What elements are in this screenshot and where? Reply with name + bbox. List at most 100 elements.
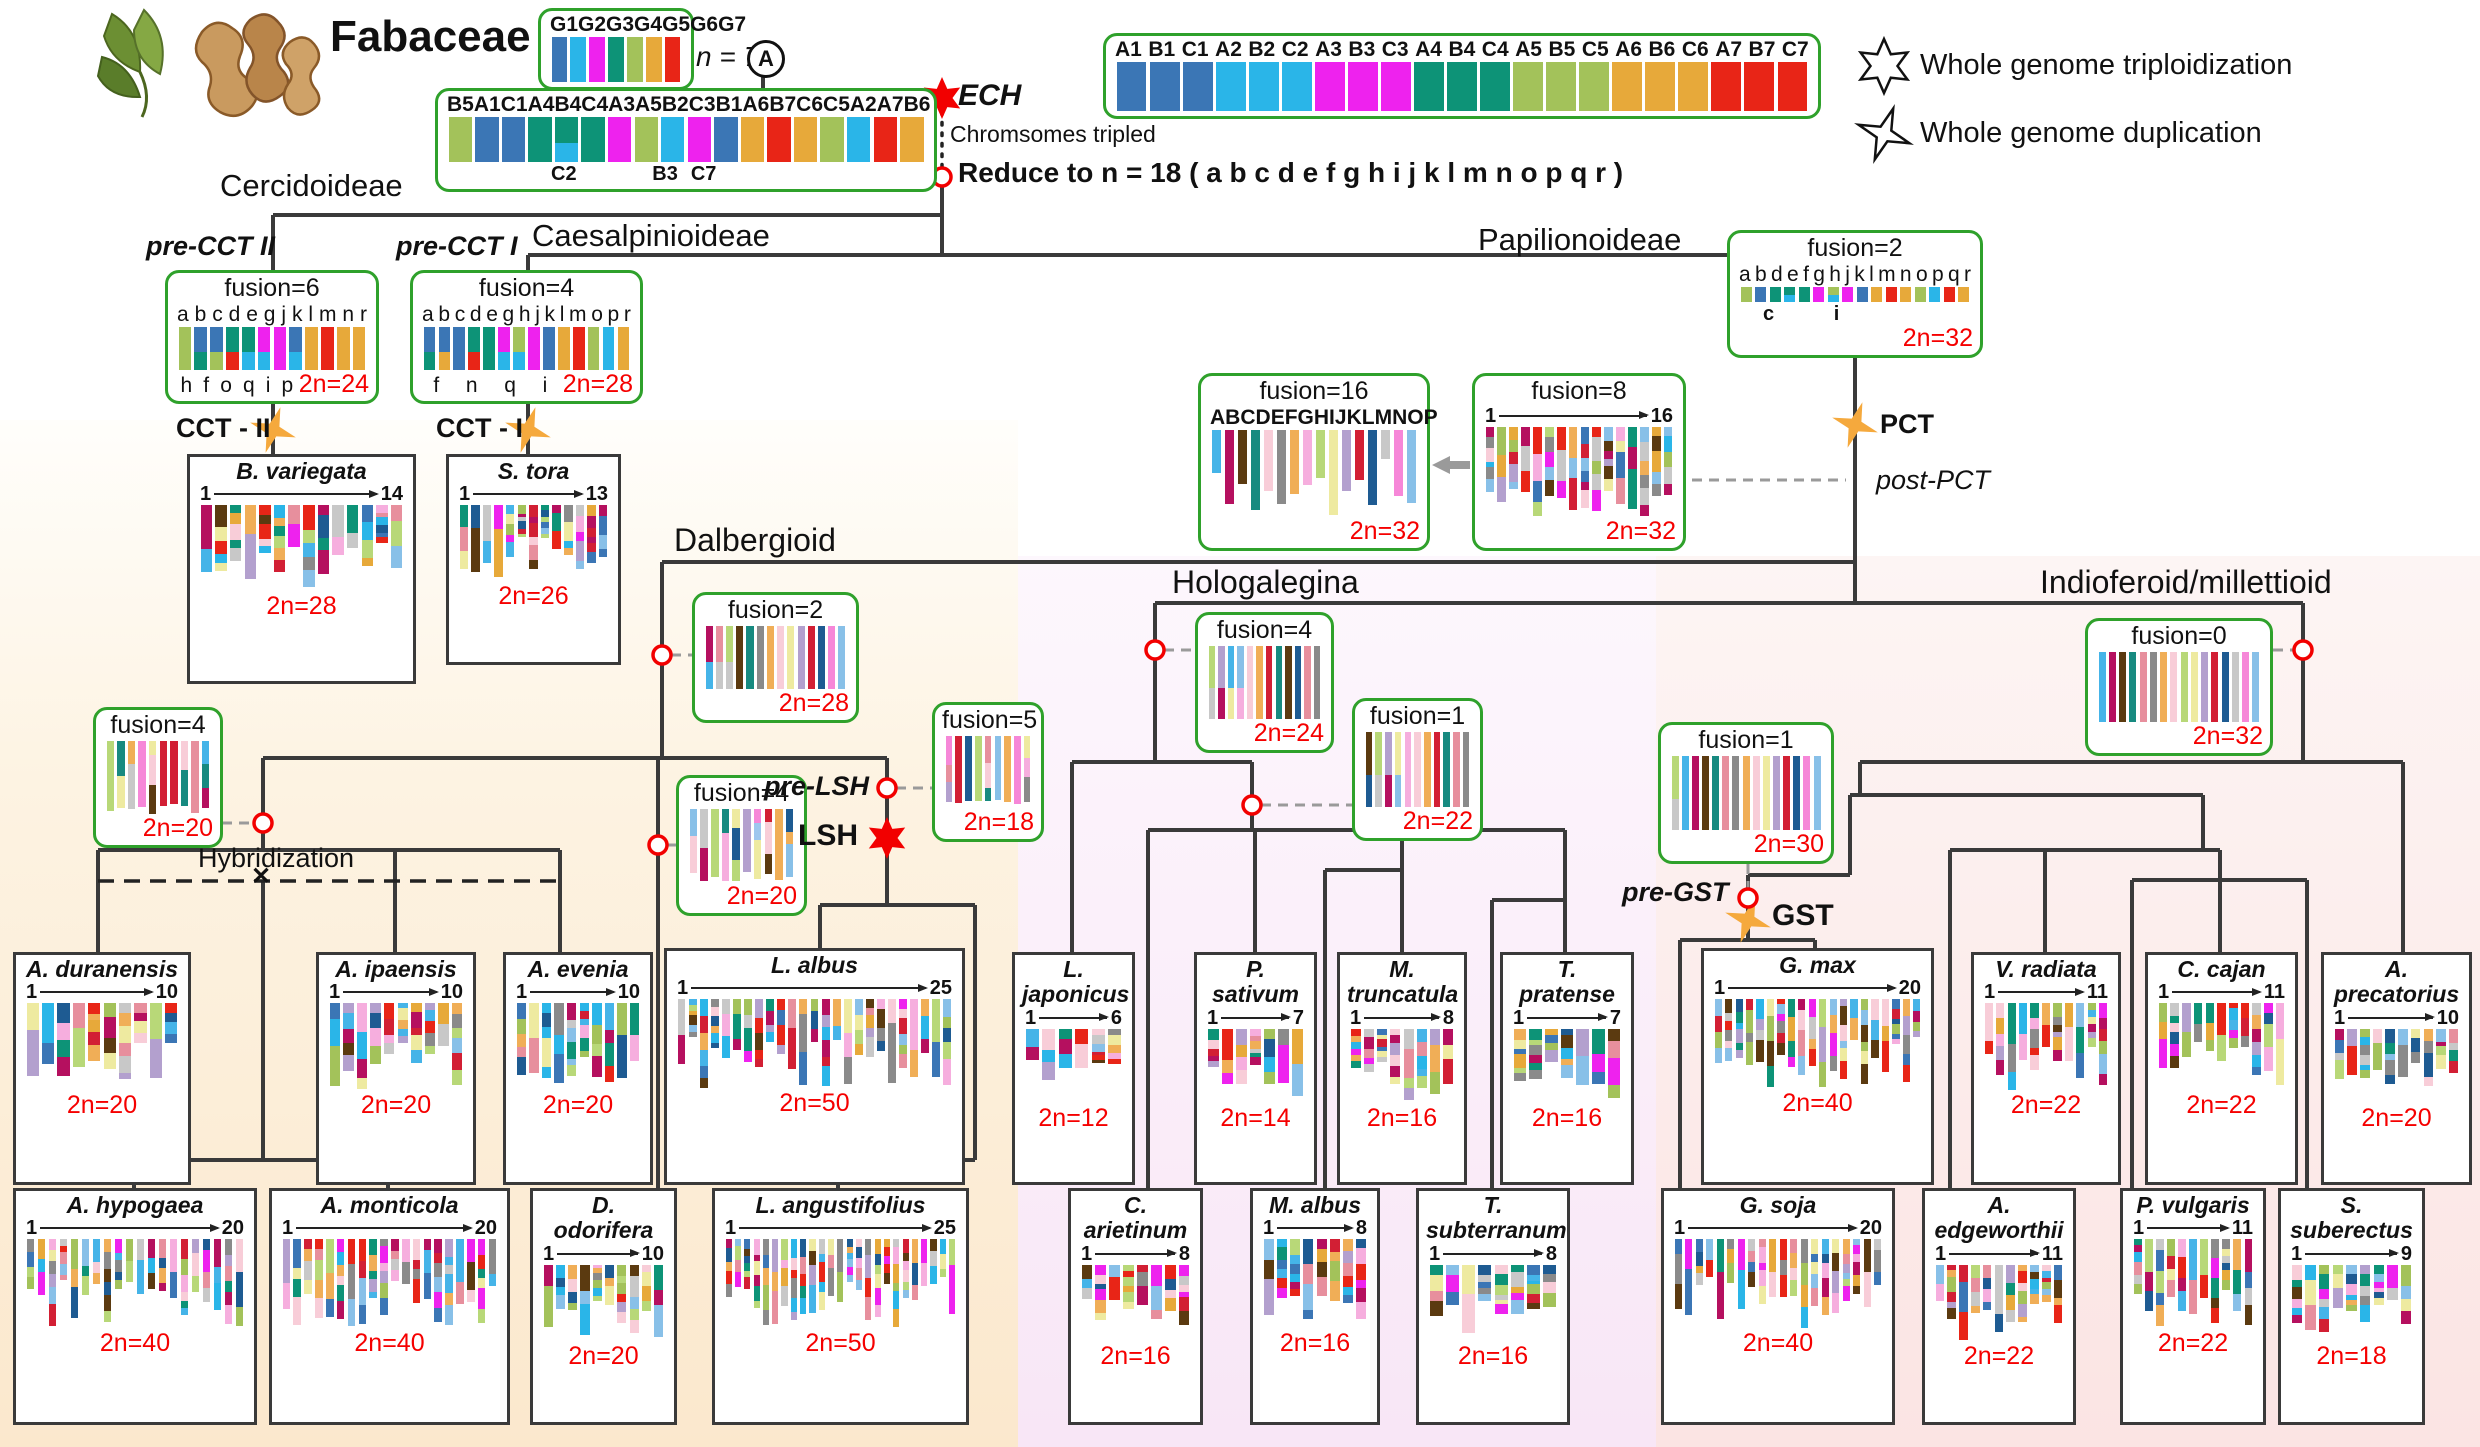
chromosome-bar bbox=[1545, 1028, 1558, 1062]
chromosome-bar bbox=[1354, 429, 1365, 481]
chromosome-bar bbox=[2041, 1003, 2051, 1048]
karyotype-bars bbox=[1204, 1028, 1307, 1104]
chromosome-bar bbox=[1445, 1264, 1459, 1305]
chromosome-bar bbox=[1544, 426, 1554, 496]
species-name: G. soja bbox=[1739, 1192, 1817, 1218]
fusion-count-label: fusion=4 bbox=[1216, 616, 1313, 644]
karyotype-bars bbox=[513, 1002, 643, 1091]
chromosome-bar bbox=[2423, 1028, 2434, 1087]
chromosome-bar bbox=[1900, 286, 1912, 302]
chromosome-letter: I bbox=[1329, 405, 1335, 429]
fusion5-box: fusion=5 2n=18 bbox=[932, 702, 1044, 842]
chromosome-bar bbox=[888, 999, 896, 1083]
chromosome-bar bbox=[1947, 1264, 1957, 1320]
chromosome-bar bbox=[1246, 645, 1254, 719]
chromosome-bar bbox=[1592, 1028, 1605, 1084]
karyotype-bars bbox=[420, 326, 633, 371]
duplication-star-icon bbox=[1832, 402, 1878, 448]
chromosome-bar bbox=[877, 999, 885, 1052]
chromosome-bar bbox=[1984, 1003, 1993, 1055]
chromosome-bar bbox=[1224, 429, 1235, 504]
chromosome-bar bbox=[579, 1003, 589, 1058]
karyotype-bars bbox=[1510, 1028, 1624, 1104]
chromosome-bar bbox=[125, 1239, 134, 1282]
chromosome-letter: m bbox=[318, 302, 337, 326]
branch-node-circle-icon bbox=[1737, 887, 1759, 909]
chromosome-bar bbox=[1793, 755, 1801, 830]
chromosome-range: 1 14 bbox=[197, 484, 406, 504]
chromosome-bar bbox=[2018, 1264, 2027, 1323]
chromosome-bar bbox=[1773, 755, 1780, 830]
chromosome-bar bbox=[259, 505, 271, 553]
chromosome-bar bbox=[1443, 731, 1451, 807]
chromosome-bar bbox=[787, 625, 795, 689]
karyotype-bars bbox=[702, 625, 849, 690]
chromosome-bar bbox=[818, 1239, 825, 1310]
diploid-number: 2n=40 bbox=[354, 1329, 425, 1358]
diploid-number: 2n=30 bbox=[1753, 829, 1824, 858]
karyotype-bars bbox=[23, 1002, 181, 1091]
chromosome-bar bbox=[202, 1239, 211, 1302]
chromosome-bar bbox=[1485, 426, 1495, 492]
chromosome-bar bbox=[1737, 1239, 1745, 1309]
chromosome-bar bbox=[1943, 286, 1955, 302]
chromosome-bar bbox=[2076, 1003, 2085, 1078]
chromosome-bar bbox=[2098, 651, 2106, 722]
chromosome-bar bbox=[1123, 1264, 1134, 1309]
karyotype-bars bbox=[445, 116, 927, 163]
chromosome-letter: n bbox=[465, 373, 478, 397]
fusion-count-label: fusion=16 bbox=[1259, 377, 1369, 405]
fusion-count-label: fusion=5 bbox=[942, 706, 1038, 734]
chromosome-bar bbox=[721, 999, 730, 1059]
clade-hologalegina: Hologalegina bbox=[1172, 564, 1359, 600]
chromosome-bar bbox=[2108, 651, 2116, 722]
species-box-m-truncatula: M. truncatula 1 8 2n=16 bbox=[1337, 952, 1467, 1185]
chromosome-bar bbox=[740, 117, 765, 162]
chromosome-bar bbox=[2318, 1264, 2330, 1333]
chromosome-bar bbox=[494, 505, 503, 578]
range-start: 1 bbox=[516, 981, 528, 1004]
chromosome-bar bbox=[2334, 1028, 2345, 1080]
chromosome-bar bbox=[777, 625, 785, 689]
diploid-number: 2n=32 bbox=[1605, 516, 1676, 545]
chromosome-bar bbox=[1091, 1028, 1105, 1063]
chromosome-bar bbox=[1263, 1239, 1274, 1316]
chromosome-bar bbox=[1735, 999, 1743, 1059]
karyotype-bars bbox=[103, 740, 213, 815]
chromosome-bar bbox=[2242, 651, 2250, 722]
range-start: 1 bbox=[543, 1242, 555, 1265]
chromosome-bar bbox=[453, 326, 466, 370]
hologalegina-fusion1-box: fusion=1 2n=22 bbox=[1352, 698, 1483, 841]
box-bottom-row: 2n=32 bbox=[2095, 722, 2263, 749]
chromosome-letter: k bbox=[1854, 262, 1865, 286]
chromosome-bar bbox=[1207, 1028, 1219, 1067]
chromosome-bar bbox=[541, 1003, 552, 1078]
chromosome-bar bbox=[2410, 1028, 2421, 1064]
diploid-number: 2n=16 bbox=[1457, 1341, 1529, 1370]
chromosome-bar bbox=[1842, 1239, 1850, 1302]
chromosome-bar bbox=[732, 808, 740, 882]
chromosome-bar bbox=[1840, 999, 1848, 1079]
fused-chromosome-label: c bbox=[1762, 302, 1775, 325]
chromosome-letter: l bbox=[308, 302, 314, 326]
chromosome-bar bbox=[149, 1003, 163, 1078]
chromosome-bar bbox=[1790, 1239, 1798, 1296]
fusion4-left-box: fusion=4 2n=20 bbox=[93, 707, 223, 848]
chromosome-bar bbox=[1182, 62, 1213, 111]
karyotype-bars bbox=[23, 1238, 247, 1329]
chromosome-letter: m bbox=[569, 302, 587, 326]
diploid-number: 2n=40 bbox=[1782, 1089, 1853, 1118]
species-name: S. tora bbox=[497, 458, 570, 484]
chromosome-bar bbox=[1416, 1028, 1427, 1089]
chromosome-bar bbox=[921, 1239, 928, 1286]
chromosome-bar bbox=[1316, 1239, 1327, 1297]
chromosome-bar bbox=[2205, 1003, 2215, 1051]
species-box-l-albus: L. albus 1 25 2n=50 bbox=[664, 948, 965, 1185]
fusion8-karyotype-box: fusion=8 1 16 2n=32 bbox=[1472, 373, 1686, 551]
chromosome-bar bbox=[1248, 62, 1279, 111]
chromosome-bar bbox=[551, 37, 568, 82]
chromosome-bar bbox=[939, 1239, 946, 1277]
chromosome-bar bbox=[910, 999, 919, 1077]
box-bottom-row: 2n=20 bbox=[103, 814, 213, 841]
karyotype-bars bbox=[1260, 1238, 1370, 1329]
